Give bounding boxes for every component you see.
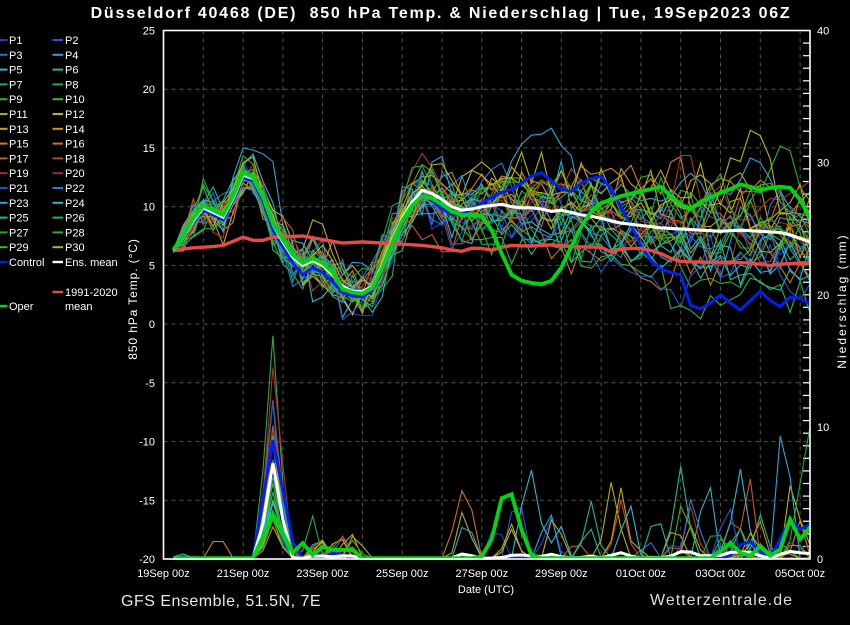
svg-text:21Sep 00z: 21Sep 00z (217, 568, 270, 580)
svg-text:10: 10 (817, 422, 829, 434)
svg-text:Wetterzentrale.de: Wetterzentrale.de (650, 592, 793, 609)
svg-text:40: 40 (817, 26, 829, 38)
svg-text:05Oct 00z: 05Oct 00z (775, 568, 825, 580)
svg-text:P5: P5 (9, 65, 22, 77)
svg-text:P29: P29 (9, 242, 29, 254)
svg-text:03Oct 00z: 03Oct 00z (695, 568, 745, 580)
svg-text:P13: P13 (9, 124, 29, 136)
svg-text:GFS Ensemble, 51.5N, 7E: GFS Ensemble, 51.5N, 7E (121, 593, 321, 610)
svg-text:Ens. mean: Ens. mean (65, 257, 118, 269)
svg-text:23Sep 00z: 23Sep 00z (296, 568, 349, 580)
svg-text:29Sep 00z: 29Sep 00z (535, 568, 588, 580)
svg-text:25Sep 00z: 25Sep 00z (376, 568, 429, 580)
svg-text:P18: P18 (65, 153, 85, 165)
svg-text:Date (UTC): Date (UTC) (458, 584, 514, 596)
svg-text:P28: P28 (65, 227, 85, 239)
svg-text:20: 20 (817, 290, 829, 302)
svg-text:mean: mean (65, 301, 93, 313)
svg-text:Oper: Oper (9, 301, 34, 313)
svg-text:P20: P20 (65, 168, 85, 180)
svg-text:-10: -10 (139, 437, 155, 449)
svg-text:P15: P15 (9, 139, 29, 151)
svg-text:P1: P1 (9, 35, 22, 47)
svg-text:5: 5 (149, 260, 155, 272)
svg-text:-5: -5 (145, 378, 155, 390)
svg-text:Control: Control (9, 257, 44, 269)
svg-text:P9: P9 (9, 94, 22, 106)
svg-text:-20: -20 (139, 554, 155, 566)
svg-text:01Oct 00z: 01Oct 00z (616, 568, 666, 580)
svg-text:P6: P6 (65, 65, 78, 77)
svg-text:P27: P27 (9, 227, 29, 239)
svg-text:20: 20 (143, 84, 155, 96)
svg-text:Niederschlag (mm): Niederschlag (mm) (835, 233, 849, 368)
svg-text:P17: P17 (9, 153, 29, 165)
svg-text:-15: -15 (139, 495, 155, 507)
svg-text:P30: P30 (65, 242, 85, 254)
svg-text:P25: P25 (9, 213, 29, 225)
svg-text:1991-2020: 1991-2020 (65, 287, 118, 299)
svg-text:0: 0 (817, 554, 823, 566)
svg-text:P3: P3 (9, 50, 22, 62)
svg-text:P26: P26 (65, 213, 85, 225)
svg-text:Düsseldorf 40468 (DE) 850 hPa: Düsseldorf 40468 (DE) 850 hPa Temp. & Ni… (91, 5, 792, 22)
svg-text:10: 10 (143, 202, 155, 214)
svg-text:30: 30 (817, 158, 829, 170)
svg-text:P21: P21 (9, 183, 29, 195)
svg-text:P7: P7 (9, 79, 22, 91)
svg-text:P19: P19 (9, 168, 29, 180)
svg-text:P11: P11 (9, 109, 28, 121)
svg-text:P10: P10 (65, 94, 85, 106)
svg-text:P12: P12 (65, 109, 85, 121)
svg-text:P2: P2 (65, 35, 78, 47)
svg-text:19Sep 00z: 19Sep 00z (137, 568, 190, 580)
svg-text:27Sep 00z: 27Sep 00z (455, 568, 508, 580)
svg-text:P22: P22 (65, 183, 85, 195)
svg-text:850 hPa Temp. (°C): 850 hPa Temp. (°C) (126, 238, 140, 360)
svg-text:P23: P23 (9, 198, 29, 210)
svg-text:25: 25 (143, 26, 155, 38)
svg-text:P14: P14 (65, 124, 85, 136)
svg-text:15: 15 (143, 143, 155, 155)
svg-text:P8: P8 (65, 79, 78, 91)
svg-text:0: 0 (149, 319, 155, 331)
svg-text:P16: P16 (65, 139, 85, 151)
svg-text:P4: P4 (65, 50, 78, 62)
svg-text:P24: P24 (65, 198, 85, 210)
